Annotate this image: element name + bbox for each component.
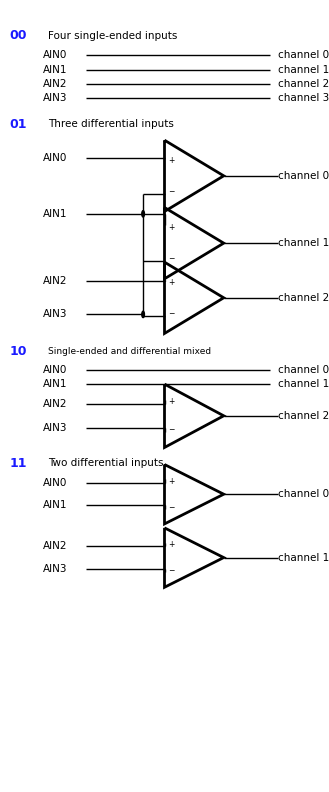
Text: AIN2: AIN2 [43, 399, 67, 409]
Text: channel 1: channel 1 [278, 379, 329, 389]
Text: channel 0: channel 0 [278, 489, 329, 499]
Text: AIN2: AIN2 [43, 79, 67, 89]
Text: −: − [168, 254, 174, 263]
Text: AIN3: AIN3 [43, 564, 67, 573]
Text: channel 0: channel 0 [278, 51, 329, 60]
Text: channel 1: channel 1 [278, 553, 329, 562]
Text: AIN1: AIN1 [43, 500, 67, 509]
Text: −: − [168, 503, 174, 512]
Text: channel 2: channel 2 [278, 293, 329, 303]
Text: AIN2: AIN2 [43, 276, 67, 286]
Text: Four single-ended inputs: Four single-ended inputs [48, 31, 177, 40]
Text: AIN3: AIN3 [43, 310, 67, 319]
Text: Three differential inputs: Three differential inputs [48, 120, 174, 129]
Circle shape [142, 311, 144, 318]
Text: channel 2: channel 2 [278, 411, 329, 421]
Text: AIN0: AIN0 [43, 51, 67, 60]
Text: AIN0: AIN0 [43, 154, 67, 163]
Text: +: + [168, 223, 174, 232]
Text: channel 1: channel 1 [278, 65, 329, 74]
Text: 11: 11 [10, 457, 27, 470]
Text: channel 1: channel 1 [278, 238, 329, 248]
Text: −: − [168, 566, 174, 575]
Text: channel 0: channel 0 [278, 171, 329, 181]
Text: Single-ended and differential mixed: Single-ended and differential mixed [48, 347, 211, 356]
Text: channel 0: channel 0 [278, 365, 329, 375]
Text: channel 2: channel 2 [278, 79, 329, 89]
Text: +: + [168, 477, 174, 485]
Circle shape [142, 211, 144, 217]
Text: Two differential inputs: Two differential inputs [48, 459, 163, 468]
Text: +: + [168, 398, 174, 406]
Text: +: + [168, 540, 174, 549]
Text: AIN1: AIN1 [43, 379, 67, 389]
Text: AIN3: AIN3 [43, 423, 67, 432]
Text: 01: 01 [10, 118, 27, 131]
Text: 00: 00 [10, 29, 27, 42]
Text: −: − [168, 425, 174, 434]
Text: +: + [168, 278, 174, 287]
Text: AIN3: AIN3 [43, 93, 67, 103]
Text: AIN2: AIN2 [43, 542, 67, 551]
Text: −: − [168, 309, 174, 318]
Text: AIN0: AIN0 [43, 365, 67, 375]
Text: channel 3: channel 3 [278, 93, 329, 103]
Text: +: + [168, 156, 174, 165]
Text: 10: 10 [10, 345, 27, 358]
Text: AIN1: AIN1 [43, 209, 67, 219]
Text: AIN0: AIN0 [43, 478, 67, 488]
Text: −: − [168, 187, 174, 196]
Text: AIN1: AIN1 [43, 65, 67, 74]
